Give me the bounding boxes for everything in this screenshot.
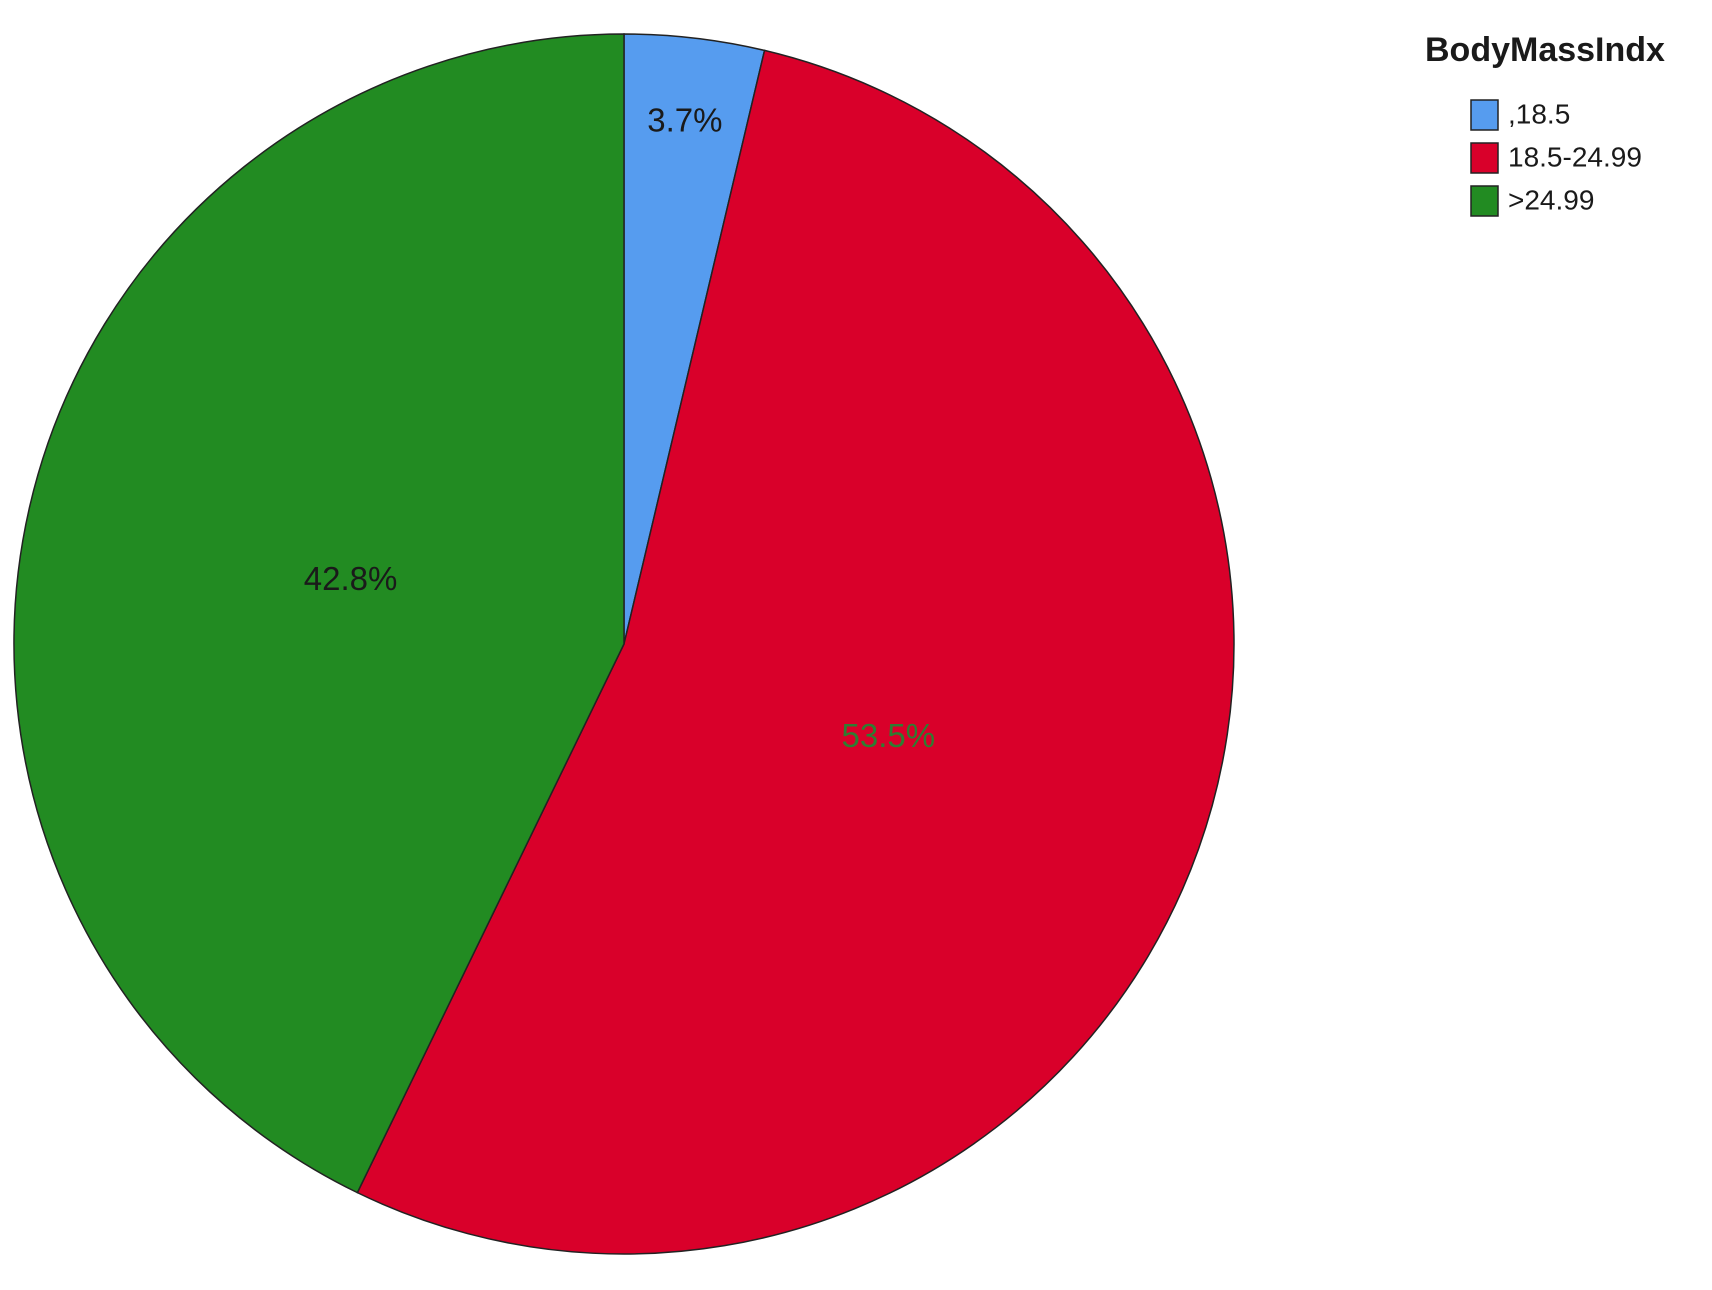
legend-label: >24.99 (1508, 184, 1594, 215)
pie-slice (13, 33, 625, 1194)
pie: 3.7% 53.5% 42.8% (13, 33, 1235, 1255)
legend-swatch (1470, 185, 1499, 217)
slice-label: 42.8% (304, 560, 398, 597)
legend-swatch (1470, 99, 1499, 131)
legend: BodyMassIndx ,18.5 18.5-24.99 >24.99 (1425, 31, 1665, 217)
pie-slice (356, 49, 1235, 1255)
slice-label: 53.5% (842, 717, 936, 754)
slice-label: 3.7% (647, 102, 722, 139)
legend-label: ,18.5 (1508, 98, 1570, 129)
legend-swatch (1470, 142, 1499, 174)
legend-title: BodyMassIndx (1425, 31, 1665, 69)
legend-label: 18.5-24.99 (1508, 141, 1642, 172)
